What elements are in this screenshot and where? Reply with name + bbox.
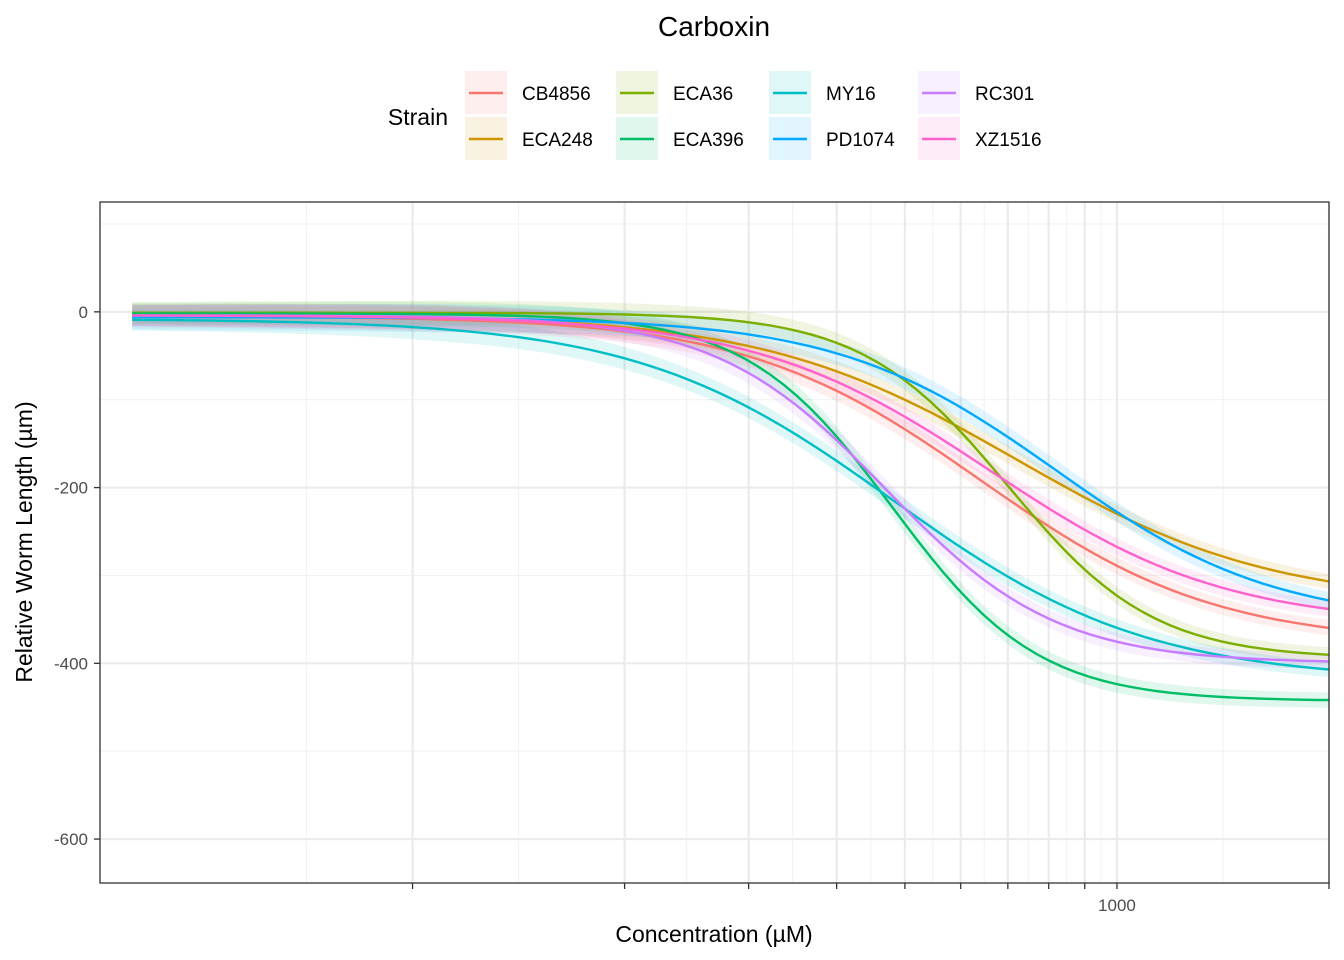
y-tick-label: -200 [54, 479, 88, 498]
x-axis-label: Concentration (µM) [615, 921, 812, 947]
x-tick-label: 1000 [1098, 896, 1136, 915]
legend-label: CB4856 [522, 84, 591, 105]
legend-label: XZ1516 [975, 130, 1042, 151]
y-axis-label: Relative Worm Length (µm) [11, 401, 37, 682]
line-my16 [132, 318, 1330, 671]
y-tick-label: -400 [54, 654, 88, 673]
legend-label: ECA248 [522, 130, 593, 151]
series-lines [132, 311, 1330, 702]
legend-label: ECA36 [673, 84, 733, 105]
legend-label: MY16 [826, 84, 876, 105]
legend-label: RC301 [975, 84, 1034, 105]
line-xz1516 [132, 314, 1330, 611]
y-axis-ticks: 0 -200 -400 -600 [54, 303, 100, 849]
x-axis-ticks: 1000 [411, 883, 1330, 915]
ribbon-my16 [132, 309, 1330, 677]
legend-title: Strain [388, 104, 448, 130]
line-eca396 [132, 312, 1330, 702]
legend-label: PD1074 [826, 130, 895, 151]
ribbon-xz1516 [132, 304, 1330, 617]
grid-minor [100, 202, 1329, 883]
y-tick-label: 0 [79, 303, 88, 322]
legend: Strain CB4856 ECA248 ECA36 ECA396 MY16 PD1074… [388, 71, 1042, 160]
plot-border [99, 201, 1330, 884]
legend-label: ECA396 [673, 130, 744, 151]
chart-title: Carboxin [658, 11, 770, 42]
y-tick-label: -600 [54, 830, 88, 849]
